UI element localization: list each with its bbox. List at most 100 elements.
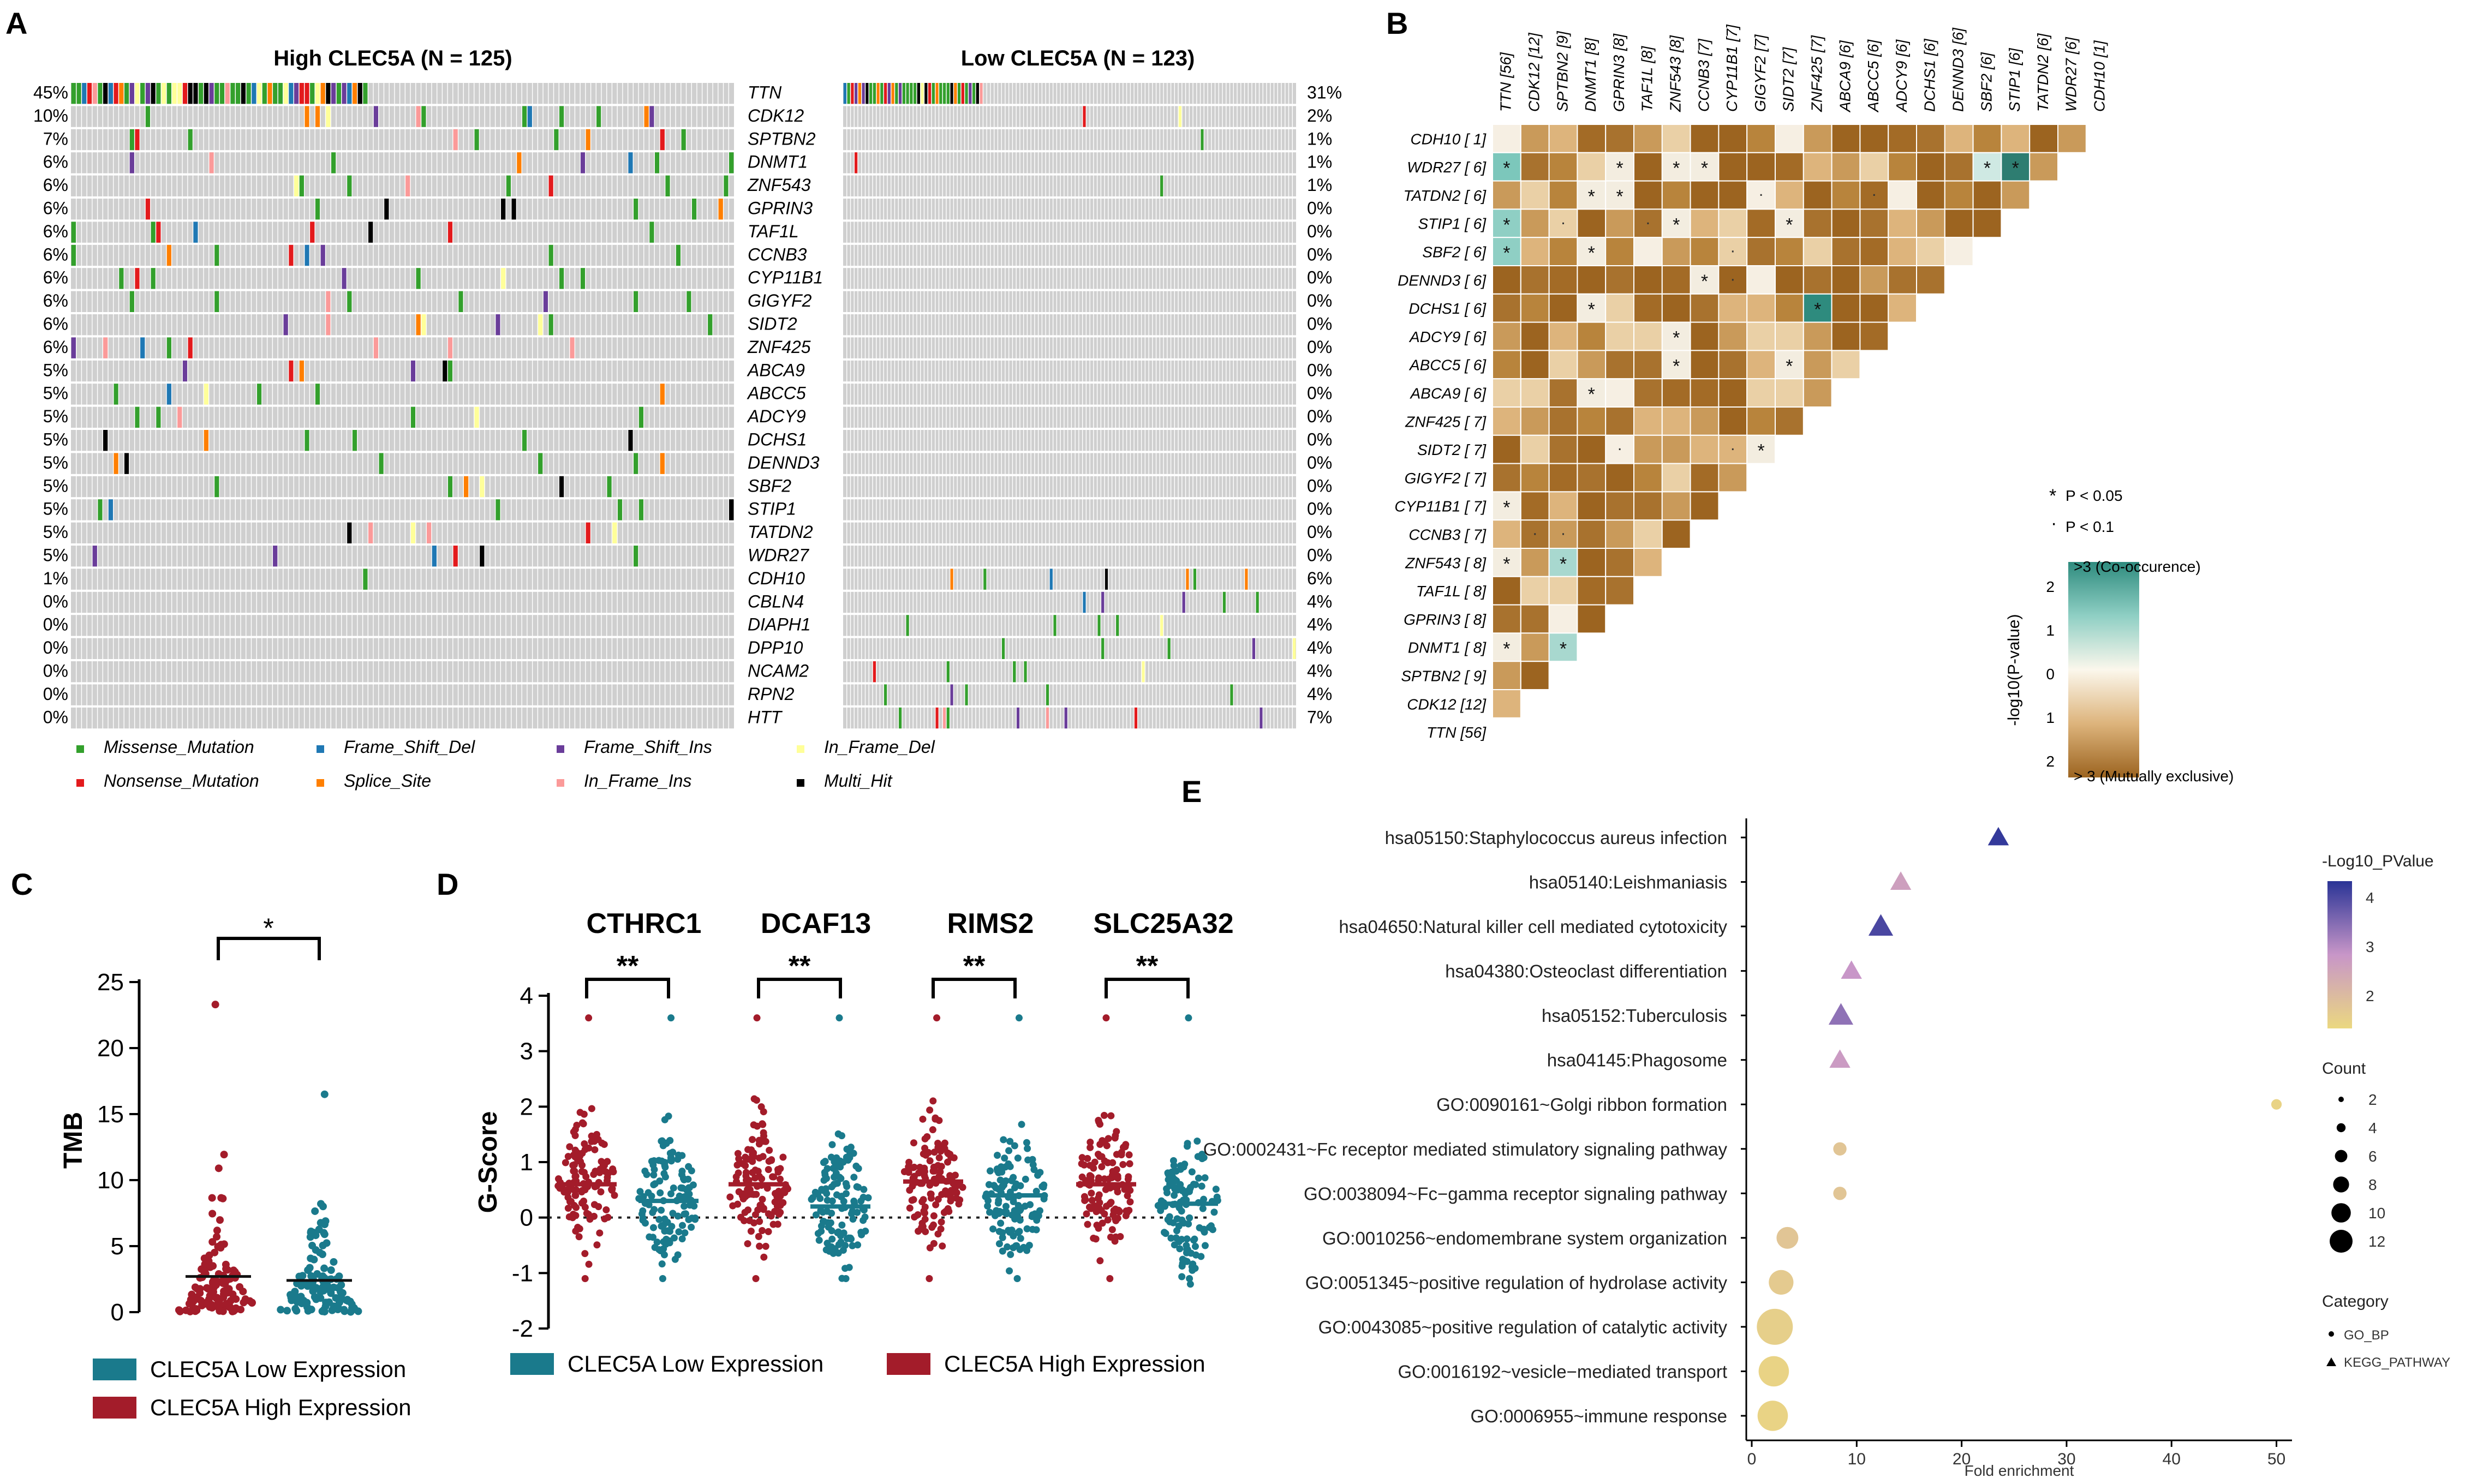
mutation-cell — [447, 337, 453, 358]
gscore-point — [1105, 1175, 1113, 1183]
tmb-point — [317, 1200, 325, 1208]
mutation-cell — [1182, 591, 1185, 613]
heatmap-row-label: STIP1 [ 6] — [1418, 216, 1487, 232]
heatmap-cell — [1916, 180, 1945, 210]
mutation-cell — [98, 83, 103, 104]
heatmap-row-label: DNMT1 [ 8] — [1408, 639, 1487, 656]
tmb-point — [293, 1307, 301, 1315]
high-pct-label: 6% — [43, 314, 68, 334]
sig-dot-mark: · — [1645, 213, 1651, 231]
gscore-point — [1114, 1172, 1121, 1180]
gscore-point — [1178, 1273, 1186, 1280]
mutation-cell — [1083, 591, 1086, 613]
mutation-cell — [570, 337, 575, 358]
heatmap-cell — [1492, 463, 1521, 493]
gscore-point — [768, 1156, 775, 1164]
low-pct-label: 0% — [1307, 360, 1332, 380]
gscore-point — [762, 1242, 769, 1250]
gscore-point — [991, 1211, 999, 1219]
gscore-point — [1002, 1202, 1010, 1210]
heatmap-cell — [1775, 124, 1804, 153]
heatmap-cell — [1577, 406, 1607, 436]
tmb-point — [176, 1307, 184, 1315]
gscore-point — [588, 1133, 596, 1141]
heatmap-cell — [1718, 180, 1748, 210]
gene-label: ZNF543 — [747, 175, 811, 195]
oncoplot-row-bg-high — [71, 152, 734, 173]
gscore-point — [1112, 1217, 1120, 1224]
sig-star-mark: * — [1503, 158, 1510, 179]
gscore-point — [1126, 1160, 1133, 1168]
heatmap-cell — [1661, 237, 1691, 267]
heatmap-cell — [1577, 378, 1607, 408]
e-go-marker — [1833, 1187, 1847, 1200]
mutation-cell — [347, 83, 352, 104]
e-term-label: GO:0016192~vesicle−mediated transport — [1398, 1361, 1727, 1381]
mutation-cell — [633, 453, 638, 474]
gscore-point — [1107, 1112, 1115, 1120]
heatmap-cell — [1548, 548, 1578, 577]
gscore-point — [1108, 1226, 1116, 1234]
gscore-point — [669, 1148, 677, 1156]
gscore-point — [831, 1173, 838, 1181]
heatmap-cell — [1577, 604, 1607, 634]
gscore-point — [947, 1197, 954, 1205]
gscore-point — [932, 1115, 939, 1123]
heatmap-cell — [1633, 406, 1663, 436]
heatmap-cell — [1831, 265, 1861, 295]
oncoplot-row-bg-high — [71, 291, 734, 312]
mutation-cell — [235, 83, 241, 104]
enrichment-plot: 0 10 20 30 40 50 Fold enrichment hsa05150:Staph… — [1203, 818, 2450, 1479]
gscore-point — [1040, 1183, 1047, 1191]
mutation-cell — [898, 707, 902, 729]
tmb-point — [319, 1241, 327, 1249]
mutation-cell — [858, 83, 862, 104]
gscore-point — [1000, 1181, 1008, 1189]
gscore-point — [950, 1154, 958, 1162]
mutation-cell — [559, 476, 564, 498]
high-pct-label: 0% — [43, 707, 68, 727]
gscore-point — [1201, 1174, 1209, 1182]
mutation-cell — [969, 83, 972, 104]
mutation-cell — [114, 453, 118, 474]
mutation-cell — [87, 83, 92, 104]
gscore-point — [1207, 1222, 1215, 1230]
mutation-cell — [654, 152, 660, 173]
gscore-point — [658, 1206, 665, 1214]
high-pct-label: 5% — [43, 546, 68, 565]
heatmap-cell — [1718, 124, 1748, 153]
gscore-point — [765, 1228, 772, 1235]
mutation-cell — [283, 314, 288, 336]
oncoplot-row-bg-low — [843, 384, 1296, 405]
oncoplot-row-bg-high — [71, 499, 734, 520]
gscore-point — [769, 1173, 777, 1181]
mutation-cell — [342, 268, 347, 289]
mutation-cell — [331, 152, 336, 173]
mutation-cell — [326, 291, 331, 312]
heatmap-row-label: CDK12 [12] — [1407, 696, 1487, 713]
mutation-cell — [156, 222, 161, 243]
mutation-cell — [628, 430, 633, 451]
tmb-plot: 0 5 10 15 20 25 TMB * CLEC5A Low Expression CLEC5… — [59, 913, 411, 1420]
colorbar-tick: 2 — [2046, 578, 2055, 595]
heatmap-cell — [1605, 293, 1634, 323]
heatmap-cell — [1690, 378, 1720, 408]
gscore-point — [1000, 1136, 1007, 1144]
gscore-point — [655, 1216, 663, 1223]
gscore-point — [1183, 1235, 1191, 1243]
low-pct-label: 0% — [1307, 314, 1332, 334]
heatmap-row-label: SBF2 [ 6] — [1422, 243, 1487, 260]
tmb-point — [216, 1216, 224, 1224]
heatmap-cell — [1775, 152, 1804, 182]
mutation-cell — [209, 83, 214, 104]
heatmap-cell — [1492, 293, 1521, 323]
gscore-point — [1175, 1222, 1183, 1230]
tmb-point — [313, 1270, 321, 1278]
mutation-cell — [843, 83, 847, 104]
heatmap-legend: * P < 0.05 · P < 0.1 >3 (Co-occurence) >… — [2005, 486, 2234, 785]
gscore-point — [1198, 1182, 1205, 1190]
mutation-cell — [129, 291, 135, 312]
legend-swatch — [317, 779, 324, 787]
e-term-label: GO:0043085~positive regulation of cataly… — [1318, 1317, 1728, 1337]
